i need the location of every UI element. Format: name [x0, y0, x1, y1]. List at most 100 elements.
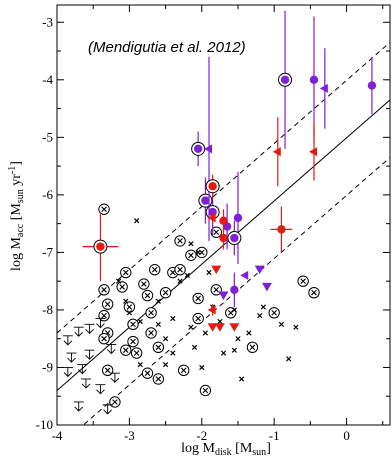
circled-x-point — [101, 364, 114, 377]
circled-x-point — [127, 318, 139, 331]
filled-circle-point — [230, 285, 239, 294]
cross-point — [217, 318, 223, 325]
down-triangle-point — [211, 265, 222, 275]
circled-x-point — [159, 286, 172, 299]
cross-point — [202, 330, 209, 336]
cross-point — [155, 321, 161, 327]
upper-limit-point — [77, 364, 88, 375]
x-tick-label: -4 — [52, 428, 63, 443]
y-tick-label: -3 — [42, 14, 53, 29]
circled-x-point — [101, 298, 114, 310]
upper-limit-point — [106, 344, 117, 355]
upper-limit-point — [62, 335, 73, 346]
cross-point — [206, 269, 212, 276]
circled-x-point — [174, 235, 186, 247]
circled-x-point — [141, 367, 154, 379]
cross-point — [195, 249, 201, 256]
circled-x-point — [145, 307, 157, 319]
circled-x-point — [98, 332, 110, 345]
left-triangle-point — [272, 147, 281, 157]
circled-x-point — [174, 263, 186, 276]
circled-x-point — [152, 341, 165, 354]
y-tick-label: -7 — [42, 244, 53, 259]
y-tick-label: -9 — [42, 359, 53, 374]
down-triangle-point — [218, 291, 229, 301]
x-tick-label: 0 — [343, 428, 350, 443]
down-triangle-point — [229, 323, 240, 332]
circled-x-point — [246, 341, 259, 354]
down-triangle-point — [207, 323, 218, 332]
filled-circle-point — [193, 144, 203, 154]
circled-x-point — [120, 266, 132, 279]
cross-point — [231, 307, 237, 313]
x-tick-label: -1 — [269, 428, 280, 443]
filled-circle-point — [201, 196, 210, 205]
cross-point — [191, 344, 198, 350]
circled-x-point — [177, 364, 190, 377]
cross-point — [293, 324, 299, 330]
cross-point — [137, 361, 143, 368]
left-triangle-point — [240, 270, 249, 280]
filled-circle-point — [230, 233, 239, 243]
upper-limit-point — [62, 367, 73, 378]
circled-x-point — [98, 284, 110, 296]
x-tick-label: -2 — [196, 428, 207, 443]
cross-point — [286, 356, 292, 362]
cross-point — [137, 318, 143, 325]
y-axis-title: log Macc [Msun yr-1] — [7, 161, 26, 271]
plot-frame — [56, 4, 391, 426]
circled-x-point — [185, 249, 197, 261]
cross-point — [134, 218, 140, 224]
x-axis-title: log Mdisk [Msun] — [181, 441, 271, 458]
circled-x-point — [109, 396, 121, 408]
left-triangle-point — [308, 147, 317, 157]
upper-limit-point — [102, 404, 113, 415]
circled-x-point — [210, 284, 222, 296]
circled-x-point — [149, 263, 161, 276]
cross-point — [115, 278, 122, 284]
cross-point — [126, 310, 133, 316]
circled-x-point — [130, 347, 143, 359]
circled-x-point — [141, 289, 154, 302]
circled-x-point — [199, 384, 212, 397]
upper-limit-point — [109, 372, 120, 383]
left-triangle-point — [204, 144, 213, 154]
y-tick-label: -5 — [42, 129, 53, 144]
cross-point — [188, 241, 194, 247]
upper-limit-point — [84, 323, 95, 334]
circled-x-point — [210, 226, 222, 238]
cross-point — [220, 350, 227, 356]
filled-circle-point — [277, 225, 286, 234]
upper-limit-point — [95, 384, 106, 395]
cross-point — [231, 347, 237, 353]
left-triangle-point — [319, 83, 328, 93]
circled-x-point — [127, 335, 139, 348]
circled-x-point — [98, 203, 110, 215]
circled-x-point — [152, 373, 165, 385]
circled-x-point — [268, 307, 280, 319]
cross-point — [246, 330, 252, 336]
down-triangle-point — [254, 265, 265, 275]
cross-point — [170, 350, 176, 356]
y-tick-label: -8 — [42, 302, 53, 317]
upper-limit-point — [80, 378, 91, 389]
circled-x-point — [145, 327, 157, 339]
cross-point — [123, 298, 129, 304]
axis-ticks: -4 -3 -2 -1 0-10-9-8-7-6-5-4-3 — [36, 5, 390, 443]
filled-circle-point — [96, 242, 105, 251]
upper-limit-point — [95, 318, 106, 329]
cross-point — [199, 364, 205, 371]
upper-limit-point — [84, 349, 95, 360]
x-tick-label: -3 — [124, 428, 135, 443]
cross-point — [184, 272, 190, 279]
y-tick-label: -6 — [42, 187, 53, 202]
filled-circle-point — [367, 81, 377, 90]
filled-circle-point — [219, 216, 228, 225]
filled-circle-point — [219, 233, 228, 243]
cross-point — [260, 304, 266, 310]
filled-circle-point — [309, 75, 319, 84]
circled-x-point — [196, 246, 208, 259]
circled-x-point — [297, 275, 309, 287]
circled-x-point — [138, 278, 150, 290]
